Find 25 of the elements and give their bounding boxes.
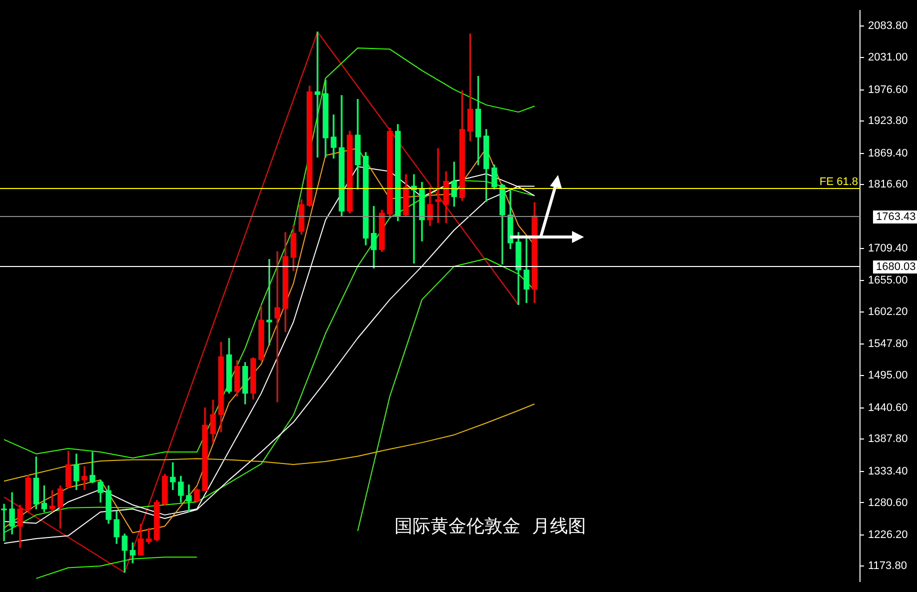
y-tick-label: 1173.80	[868, 560, 907, 572]
candlestick	[314, 32, 320, 158]
text: 国际黄金伦敦金 月线图	[394, 516, 586, 538]
ref-line-label: 1763.43	[876, 211, 916, 224]
y-tick-label: 2031.00	[868, 52, 908, 64]
y-tick-label: 1923.80	[868, 115, 908, 128]
y-tick-label: 1333.40	[868, 465, 908, 478]
y-tick-label: 1602.20	[868, 306, 908, 318]
ref-line-label: FE 61.8	[819, 176, 858, 188]
candlestick	[1, 504, 7, 542]
y-tick-label: 1816.60	[868, 178, 908, 191]
y-tick-label: 1280.60	[868, 496, 908, 509]
candlestick	[90, 452, 96, 484]
y-tick-label: 1387.80	[868, 433, 908, 446]
y-tick-label: 1226.20	[868, 529, 908, 542]
y-tick-label: 1547.80	[868, 338, 908, 350]
y-tick-label: 2083.80	[868, 20, 908, 32]
candlestick	[435, 148, 441, 224]
y-tick-label: 1495.00	[868, 370, 908, 382]
y-tick-label: 1709.40	[868, 242, 908, 254]
y-tick-label: 1440.60	[868, 402, 908, 414]
y-tick-label: 1655.00	[868, 274, 908, 287]
y-tick-label: 1869.40	[868, 147, 908, 160]
ref-line-label: 1680.03	[876, 261, 916, 274]
y-tick-label: 1976.60	[868, 84, 908, 96]
